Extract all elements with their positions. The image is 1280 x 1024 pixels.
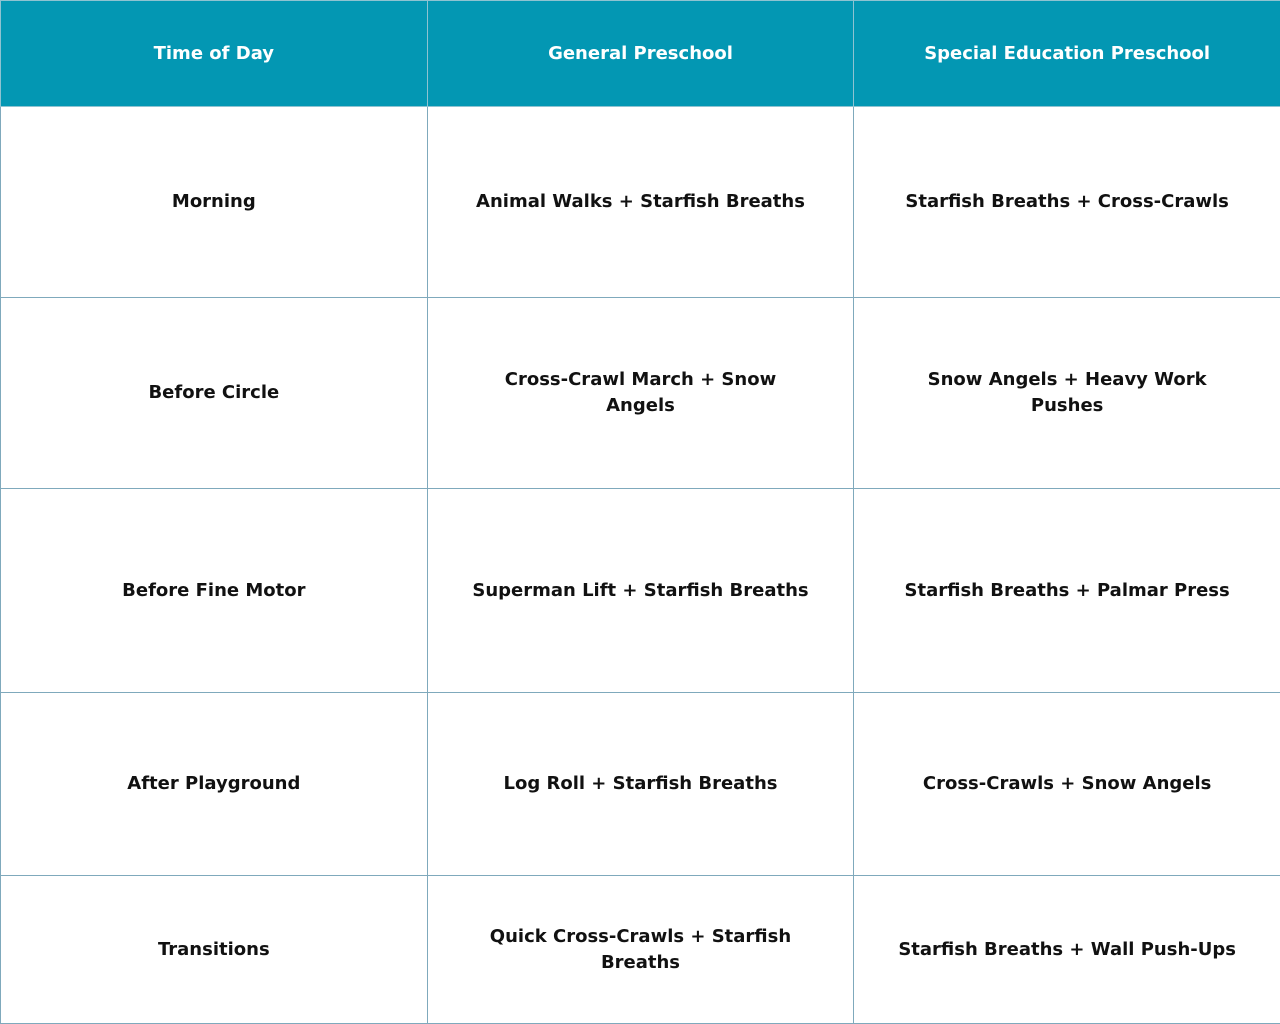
table-row: Morning Animal Walks + Starfish Breaths St… (0, 106, 1280, 298)
table-row: Before Fine Motor Superman Lift + Starfis… (0, 488, 1280, 693)
header-general-preschool: General Preschool (426, 0, 855, 107)
general-preschool-cell: Superman Lift + Starfish Breaths (426, 488, 855, 693)
table-row: Before Circle Cross-Crawl March + Snow An… (0, 297, 1280, 489)
special-education-cell: Starfish Breaths + Cross-Crawls (853, 106, 1280, 298)
general-preschool-cell: Quick Cross-Crawls + Starfish Breaths (426, 875, 855, 1024)
special-education-cell: Starfish Breaths + Palmar Press (853, 488, 1280, 693)
header-special-education-preschool: Special Education Preschool (853, 0, 1280, 107)
general-preschool-cell: Animal Walks + Starfish Breaths (426, 106, 855, 298)
special-education-cell: Starfish Breaths + Wall Push-Ups (853, 875, 1280, 1024)
table-row: Transitions Quick Cross-Crawls + Starfish… (0, 875, 1280, 1024)
table-row: After Playground Log Roll + Starfish Brea… (0, 692, 1280, 876)
time-of-day-cell: Transitions (0, 875, 428, 1024)
general-preschool-cell: Cross-Crawl March + Snow Angels (426, 297, 855, 489)
time-of-day-cell: After Playground (0, 692, 428, 876)
header-row: Time of Day General Preschool Special Ed… (0, 0, 1280, 107)
general-preschool-cell: Log Roll + Starfish Breaths (426, 692, 855, 876)
special-education-cell: Cross-Crawls + Snow Angels (853, 692, 1280, 876)
special-education-cell: Snow Angels + Heavy Work Pushes (853, 297, 1280, 489)
time-of-day-cell: Morning (0, 106, 428, 298)
time-of-day-cell: Before Circle (0, 297, 428, 489)
header-time-of-day: Time of Day (0, 0, 428, 107)
time-of-day-cell: Before Fine Motor (0, 488, 428, 693)
